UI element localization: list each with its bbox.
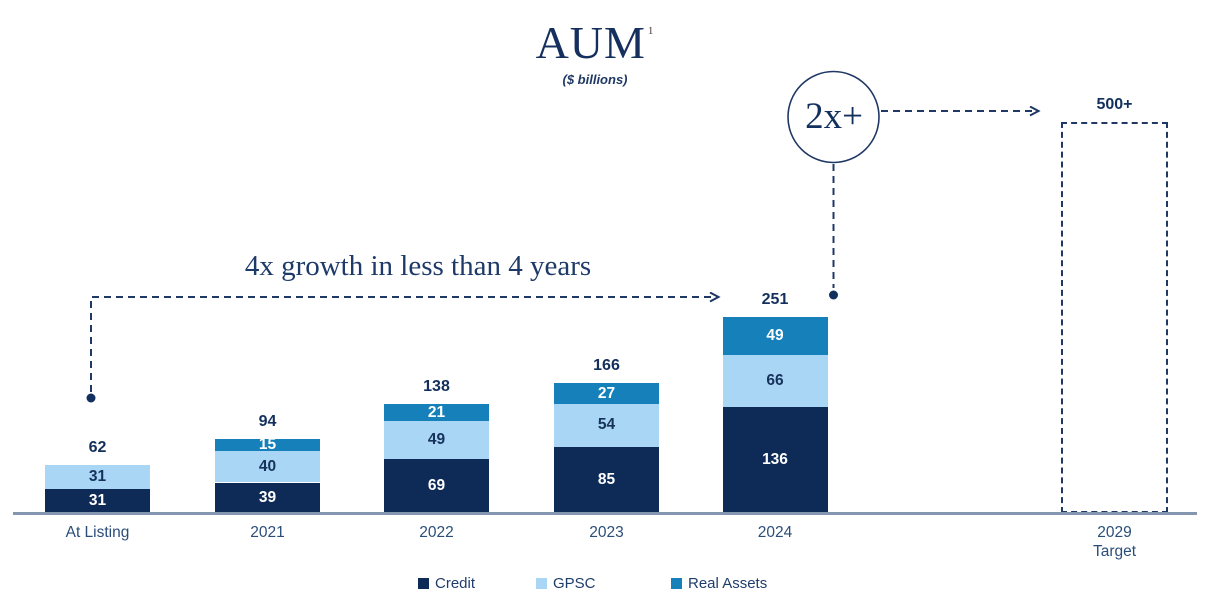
legend-item-gpsc: GPSC: [536, 574, 596, 592]
bar-at-listing: 31 31: [45, 0, 150, 513]
multiplier-drop-dot: [829, 290, 838, 300]
segment-value-label: 27: [597, 384, 616, 402]
target-box: [1061, 122, 1168, 513]
legend-swatch: [418, 577, 429, 589]
bar-segment-credit: 31: [45, 488, 150, 513]
growth-annotation-label: 4x growth in less than 4 years: [244, 250, 592, 282]
bar-segment-credit: 85: [554, 446, 659, 513]
bar-2021: 39 40 15: [215, 0, 320, 513]
x-axis-line: [13, 512, 1197, 515]
bar-segment-gpsc: 54: [554, 404, 659, 447]
legend-label: Real Assets: [688, 574, 768, 592]
bar-segment-real-assets: 15: [215, 436, 320, 454]
segment-value-label: 85: [597, 470, 616, 488]
bar-total-label: 94: [258, 413, 277, 431]
bar-segment-gpsc: 40: [215, 451, 320, 483]
bar-2024: 136 66 49: [722, 0, 828, 513]
bar-segment-credit: 136: [722, 406, 828, 513]
bar-segment-real-assets: 21: [384, 403, 489, 421]
bar-segment-gpsc: 31: [45, 464, 150, 489]
bar-segment-real-assets: 27: [554, 383, 659, 405]
category-label: 2024: [757, 524, 793, 541]
bar-total-label: 251: [761, 290, 789, 308]
legend-item-credit: Credit: [418, 574, 475, 592]
legend-swatch: [536, 577, 547, 589]
chart-title: AUM 1: [445, 6, 745, 68]
category-label: 2021: [250, 524, 285, 541]
legend-item-real-assets: Real Assets: [671, 574, 767, 592]
chart-title-text: AUM: [535, 17, 646, 68]
bar-2023: 85 54 27: [554, 0, 659, 513]
category-label: At Listing: [65, 524, 130, 541]
segment-value-label: 31: [88, 491, 107, 509]
bar-segment-gpsc: 49: [384, 420, 489, 460]
legend-label: GPSC: [553, 574, 596, 592]
bar-segment-real-assets: 49: [722, 316, 828, 356]
footnote-marker: 1: [647, 25, 655, 37]
multiplier-label: 2x+: [805, 96, 863, 137]
segment-value-label: 54: [597, 416, 616, 434]
bar-segment-credit: 69: [384, 459, 489, 513]
category-label-target: 2029 Target: [1092, 524, 1137, 560]
segment-value-label: 21: [427, 403, 446, 421]
segment-value-label: 69: [427, 477, 446, 494]
legend-label: Credit: [435, 574, 476, 592]
bar-2022: 69 49 21: [384, 0, 489, 513]
category-label: 2022: [419, 524, 454, 541]
segment-value-label: 136: [762, 450, 788, 468]
target-value-label: 500+: [1096, 96, 1133, 113]
bar-total-label: 138: [423, 378, 450, 396]
title-block: AUM 1 ($ billions): [445, 6, 745, 88]
segment-value-label: 15: [258, 436, 277, 454]
segment-value-label: 40: [258, 457, 277, 475]
bar-segment-gpsc: 66: [722, 355, 828, 407]
segment-value-label: 31: [88, 467, 107, 485]
segment-value-label: 66: [766, 371, 784, 389]
bar-total-label: 166: [593, 357, 620, 375]
category-label: 2023: [589, 524, 624, 541]
bar-total-label: 62: [88, 438, 107, 456]
segment-value-label: 49: [427, 430, 446, 448]
segment-value-label: 39: [258, 488, 277, 506]
segment-value-label: 49: [766, 326, 784, 344]
chart-subtitle: ($ billions): [562, 72, 628, 87]
bar-segment-credit: 39: [215, 482, 320, 513]
legend-swatch: [671, 577, 682, 589]
